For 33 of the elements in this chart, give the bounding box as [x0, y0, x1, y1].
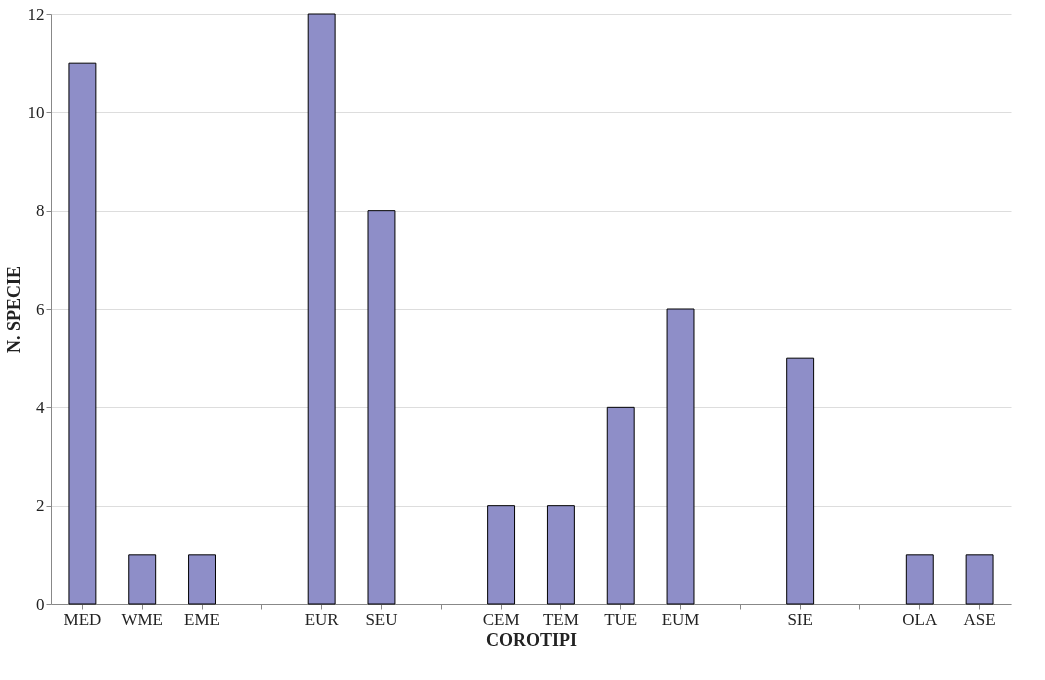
- bar: [786, 357, 815, 605]
- x-axis-title: COROTIPI: [485, 629, 578, 650]
- y-tick-label: 10: [27, 102, 45, 122]
- bar: [487, 505, 516, 605]
- y-axis-title: N. SPECIE: [3, 265, 24, 354]
- bar: [68, 62, 97, 605]
- y-tick-label: 2: [36, 496, 45, 516]
- bar: [128, 554, 157, 605]
- bar: [606, 406, 635, 605]
- x-tick-label: WME: [121, 609, 163, 629]
- bar: [307, 13, 336, 605]
- bar: [367, 210, 396, 605]
- y-tick-label: 8: [36, 201, 45, 221]
- bar: [965, 554, 994, 605]
- x-tick-label: TUE: [604, 609, 638, 629]
- y-tick-label: 6: [36, 299, 45, 319]
- bar: [905, 554, 934, 605]
- bar: [666, 308, 695, 605]
- bar: [188, 554, 216, 605]
- y-tick-label: 12: [27, 4, 45, 24]
- x-tick-label: SIE: [787, 609, 813, 629]
- x-tick-label: SEU: [365, 609, 398, 629]
- x-tick-label: EUR: [304, 609, 340, 629]
- y-tick-label: 4: [36, 397, 45, 417]
- x-tick-label: MED: [63, 609, 102, 629]
- x-tick-label: OLA: [902, 609, 938, 629]
- y-tick-label: 0: [36, 594, 45, 614]
- x-tick-label: ASE: [963, 609, 996, 629]
- x-tick-label: CEM: [482, 609, 520, 629]
- x-tick-label: EME: [184, 609, 220, 629]
- bar: [546, 505, 575, 605]
- x-tick-label: TEM: [542, 609, 579, 629]
- x-tick-label: EUM: [661, 609, 700, 629]
